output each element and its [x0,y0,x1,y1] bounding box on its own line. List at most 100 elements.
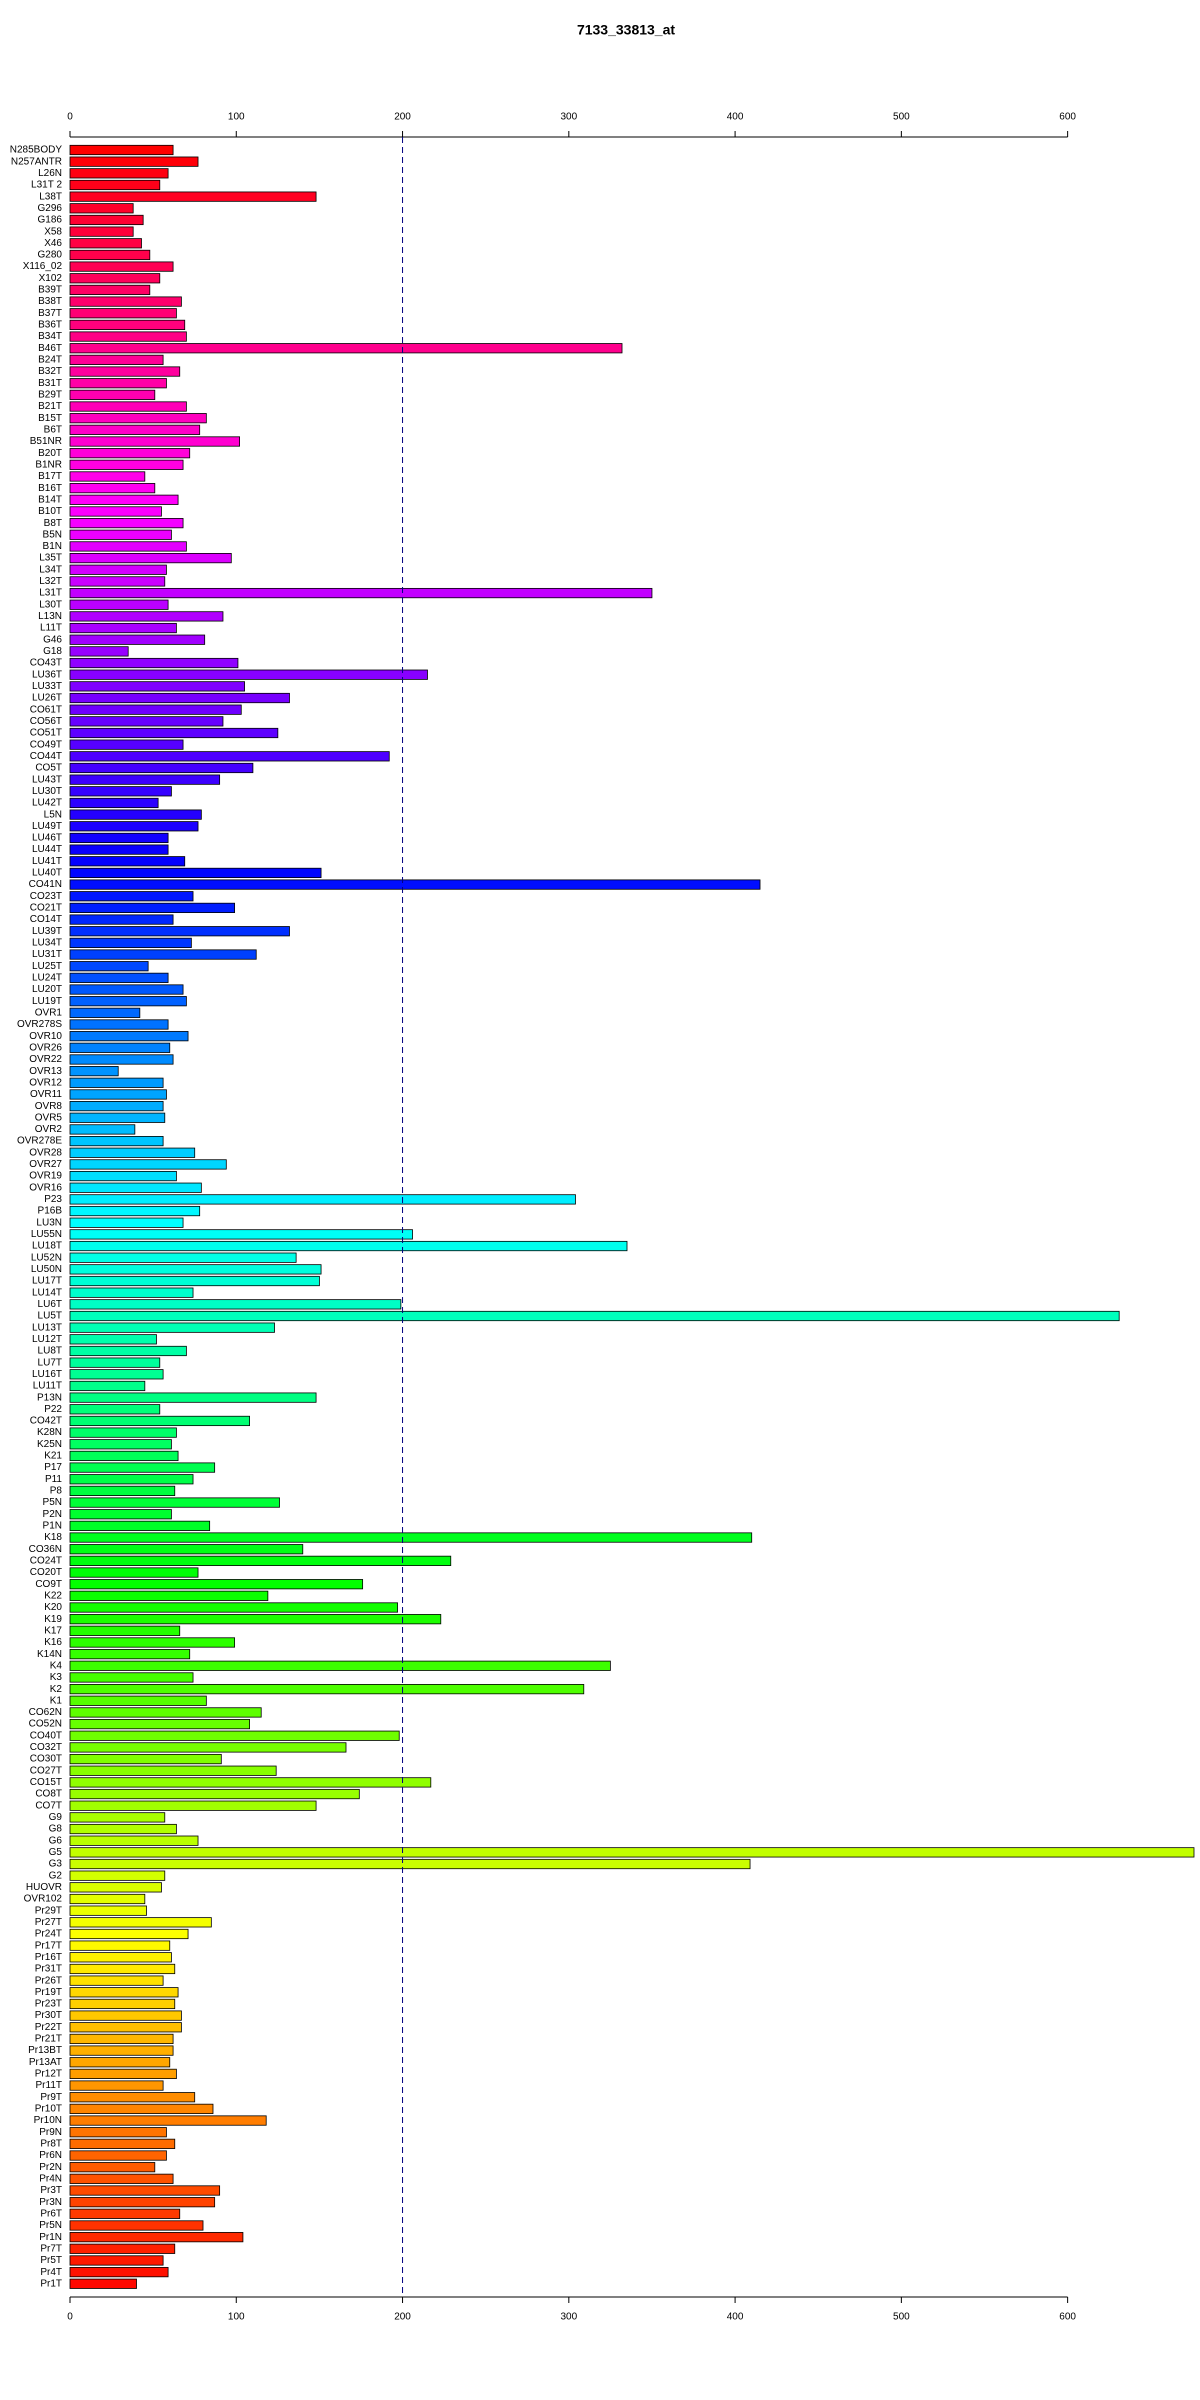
y-tick-label: P1N [43,1521,62,1532]
bar [69,226,134,237]
y-tick-label: Pr2N [39,2162,62,2173]
bar [69,1823,177,1835]
y-tick-label: X116_02 [23,261,63,272]
bar [69,1310,1120,1322]
bar [69,2022,182,2033]
bar [69,2092,196,2103]
bar [69,553,232,564]
y-tick-label: LU36T [32,669,62,680]
bar [69,459,184,470]
y-tick-label: OVR278S [17,1019,62,1030]
y-tick-label: B36T [38,320,62,331]
y-tick-label: LU33T [32,681,62,692]
y-tick-label: LU6T [38,1299,62,1310]
bar [69,1194,576,1205]
bar [69,436,240,447]
bar [69,669,428,680]
bar [69,1684,585,1695]
y-tick-label: Pr1T [40,2278,62,2289]
x-tick-label: 400 [727,2312,744,2323]
bar [69,1858,751,1870]
bar [69,809,202,820]
y-tick-label: Pr13BT [28,2045,62,2056]
bar [69,1392,317,1403]
y-tick-label: OVR1 [35,1007,63,1018]
bar [69,448,191,459]
y-tick-label: LU17T [32,1276,62,1287]
y-tick-label: CO20T [30,1567,62,1578]
bar [69,168,169,179]
bar [69,1963,176,1975]
bar [69,2138,176,2149]
y-tick-label: B39T [38,285,62,296]
bar [69,2162,156,2173]
bar [69,1287,194,1298]
y-tick-label: CO56T [30,716,62,727]
bar [69,483,156,494]
bar [69,144,174,156]
bar [69,844,169,855]
bar [69,238,142,249]
bar [69,2010,182,2021]
bar [69,1567,199,1578]
bar [69,1170,177,1182]
y-tick-label: HUOVR [26,1882,62,1893]
bar [69,424,201,435]
y-tick-label: LU30T [32,786,62,797]
bar [69,1730,400,1741]
y-tick-label: B1NR [35,459,62,470]
bar [69,926,290,937]
bar [69,1905,147,1916]
bar [69,1439,172,1450]
y-tick-label: Pr6T [40,2208,62,2219]
y-tick-label: P11 [45,1474,62,1485]
y-tick-label: CO24T [30,1556,62,1567]
y-tick-label: OVR278E [17,1136,62,1147]
bar [69,657,239,669]
y-tick-label: B8T [44,518,62,529]
chart-title: 7133_33813_at [577,22,675,38]
bar [69,2197,216,2208]
bar [69,401,187,412]
bar [69,2208,181,2219]
x-tick-label: 500 [893,112,910,123]
bar [69,984,184,995]
y-tick-label: B46T [38,343,62,354]
bar [69,972,169,983]
y-tick-label: G3 [49,1859,63,1870]
bar [69,1019,169,1030]
bar [69,1182,202,1193]
bar [69,2243,176,2254]
bar [69,1579,364,1590]
y-tick-label: OVR26 [29,1042,62,1053]
y-tick-label: G9 [49,1812,63,1823]
bar [69,529,172,540]
y-tick-label: LU34T [32,938,62,949]
y-tick-label: P8 [50,1486,63,1497]
y-tick-label: P22 [44,1404,62,1415]
y-tick-label: B20T [38,448,62,459]
y-tick-label: P16B [38,1206,63,1217]
y-tick-label: L13N [38,611,62,622]
bar [69,2045,174,2056]
bar [69,1753,222,1765]
y-tick-label: K21 [44,1451,62,1462]
bar [69,2068,177,2079]
y-tick-label: CO8T [35,1789,62,1800]
y-tick-label: LU20T [32,984,62,995]
bar [69,1777,432,1788]
y-tick-label: N285BODY [10,145,63,156]
bar [69,1520,211,1531]
y-tick-label: P5N [43,1497,62,1508]
y-tick-label: CO23T [30,891,62,902]
bar [69,506,162,517]
bar [69,634,206,645]
y-tick-label: B37T [38,308,62,319]
y-tick-label: LU40T [32,868,62,879]
bar [69,856,186,867]
y-tick-label: G6 [49,1835,63,1846]
y-tick-label: LU14T [32,1287,62,1298]
y-tick-label: K17 [44,1625,62,1636]
bar [69,1264,322,1275]
bar [69,1322,275,1333]
